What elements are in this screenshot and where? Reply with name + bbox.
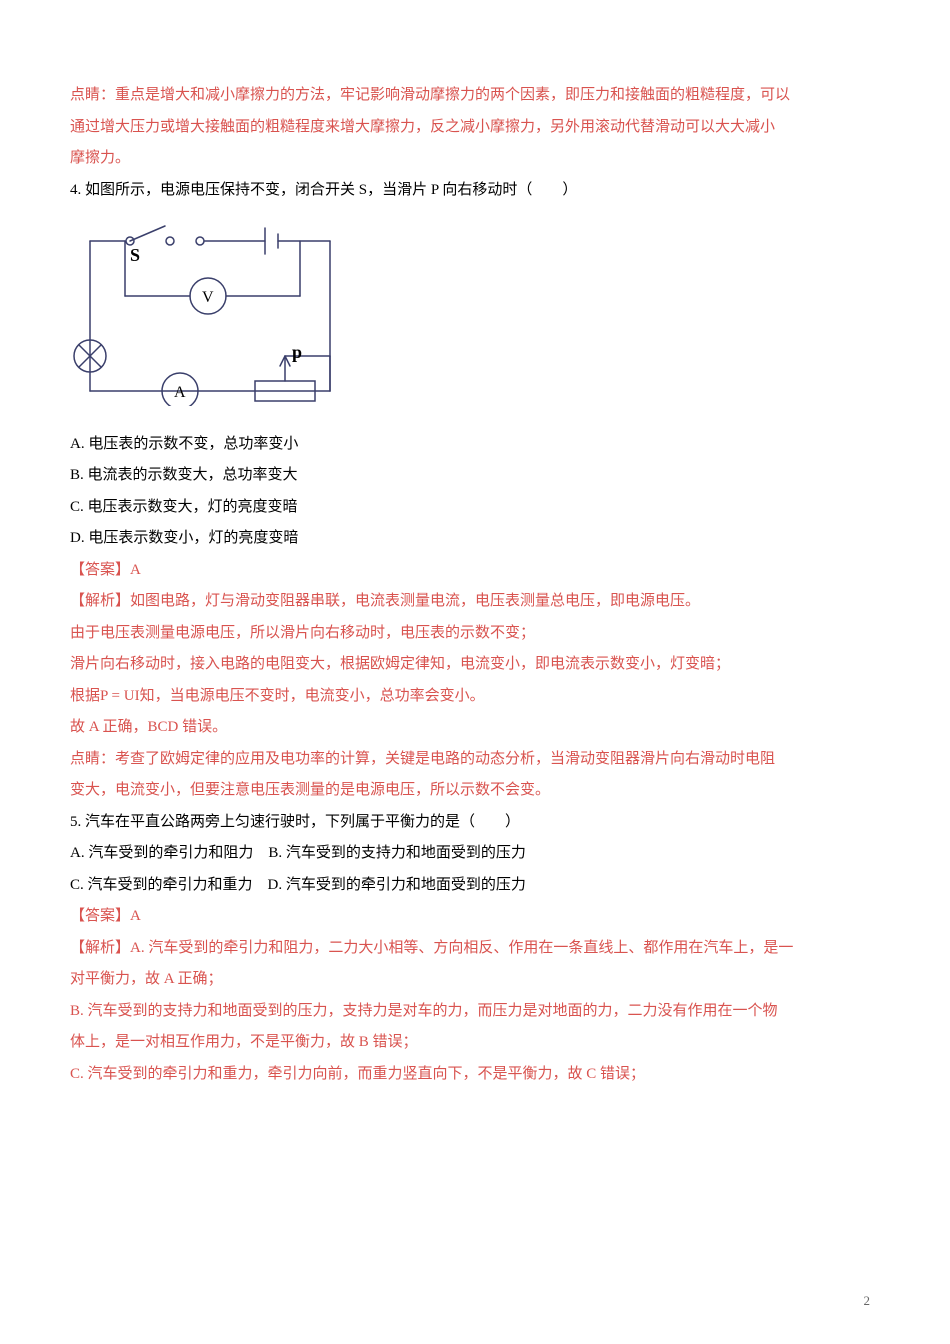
voltmeter-label: V <box>202 289 214 306</box>
explain-tag: 【解析】 <box>70 593 130 609</box>
q5-explanation: C. 汽车受到的牵引力和重力，牵引力向前，而重力竖直向下，不是平衡力，故 C 错… <box>70 1059 880 1091</box>
hint-line: 通过增大压力或增大接触面的粗糙程度来增大摩擦力，反之减小摩擦力，另外用滚动代替滑… <box>70 112 880 144</box>
q4-explanation: 根据P = UI知，当电源电压不变时，电流变小，总功率会变小。 <box>70 681 880 713</box>
q5-explanation: 对平衡力，故 A 正确； <box>70 964 880 996</box>
q5-stem: 5. 汽车在平直公路两旁上匀速行驶时，下列属于平衡力的是（ ） <box>70 807 880 839</box>
q4-explanation: 由于电压表测量电源电压，所以滑片向右移动时，电压表的示数不变； <box>70 618 880 650</box>
explain-text: 如图电路，灯与滑动变阻器串联，电流表测量电流，电压表测量总电压，即电源电压。 <box>130 593 700 609</box>
page-number: 2 <box>864 1287 871 1314</box>
q4-explanation: 故 A 正确，BCD 错误。 <box>70 712 880 744</box>
explain-text: 根据 <box>70 688 100 704</box>
q5-options-row1: A. 汽车受到的牵引力和阻力 B. 汽车受到的支持力和地面受到的压力 <box>70 838 880 870</box>
switch-label: S <box>130 245 140 265</box>
q4-option-a: A. 电压表的示数不变，总功率变小 <box>70 429 880 461</box>
ammeter-label: A <box>174 384 186 401</box>
q5-option-b: B. 汽车受到的支持力和地面受到的压力 <box>268 845 526 861</box>
explain-tag: 【解析】 <box>70 940 130 956</box>
hint-line: 点睛：重点是增大和减小摩擦力的方法，牢记影响滑动摩擦力的两个因素，即压力和接触面… <box>70 80 880 112</box>
explain-text: A. 汽车受到的牵引力和阻力，二力大小相等、方向相反、作用在一条直线上、都作用在… <box>130 940 793 956</box>
formula: P = UI <box>100 688 140 704</box>
slider-label: p <box>292 342 302 362</box>
q4-hint: 变大，电流变小，但要注意电压表测量的是电源电压，所以示数不会变。 <box>70 775 880 807</box>
q4-explanation: 【解析】如图电路，灯与滑动变阻器串联，电流表测量电流，电压表测量总电压，即电源电… <box>70 586 880 618</box>
q5-options-row2: C. 汽车受到的牵引力和重力 D. 汽车受到的牵引力和地面受到的压力 <box>70 870 880 902</box>
q4-stem: 4. 如图所示，电源电压保持不变，闭合开关 S，当滑片 P 向右移动时（ ） <box>70 175 880 207</box>
q5-explanation: 体上，是一对相互作用力，不是平衡力，故 B 错误； <box>70 1027 880 1059</box>
q4-option-d: D. 电压表示数变小，灯的亮度变暗 <box>70 523 880 555</box>
q4-answer: 【答案】A <box>70 555 880 587</box>
q4-option-c: C. 电压表示数变大，灯的亮度变暗 <box>70 492 880 524</box>
q4-explanation: 滑片向右移动时，接入电路的电阻变大，根据欧姆定律知，电流变小，即电流表示数变小，… <box>70 649 880 681</box>
q5-explanation: B. 汽车受到的支持力和地面受到的压力，支持力是对车的力，而压力是对地面的力，二… <box>70 996 880 1028</box>
q4-option-b: B. 电流表的示数变大，总功率变大 <box>70 460 880 492</box>
q5-option-a: A. 汽车受到的牵引力和阻力 <box>70 845 253 861</box>
q4-circuit-diagram: S V A p <box>70 216 880 419</box>
q5-explanation: 【解析】A. 汽车受到的牵引力和阻力，二力大小相等、方向相反、作用在一条直线上、… <box>70 933 880 965</box>
hint-line: 摩擦力。 <box>70 143 880 175</box>
q4-hint: 点睛：考查了欧姆定律的应用及电功率的计算，关键是电路的动态分析，当滑动变阻器滑片… <box>70 744 880 776</box>
q5-answer: 【答案】A <box>70 901 880 933</box>
q5-option-d: D. 汽车受到的牵引力和地面受到的压力 <box>268 877 526 893</box>
explain-text: 知，当电源电压不变时，电流变小，总功率会变小。 <box>140 688 485 704</box>
q5-option-c: C. 汽车受到的牵引力和重力 <box>70 877 253 893</box>
